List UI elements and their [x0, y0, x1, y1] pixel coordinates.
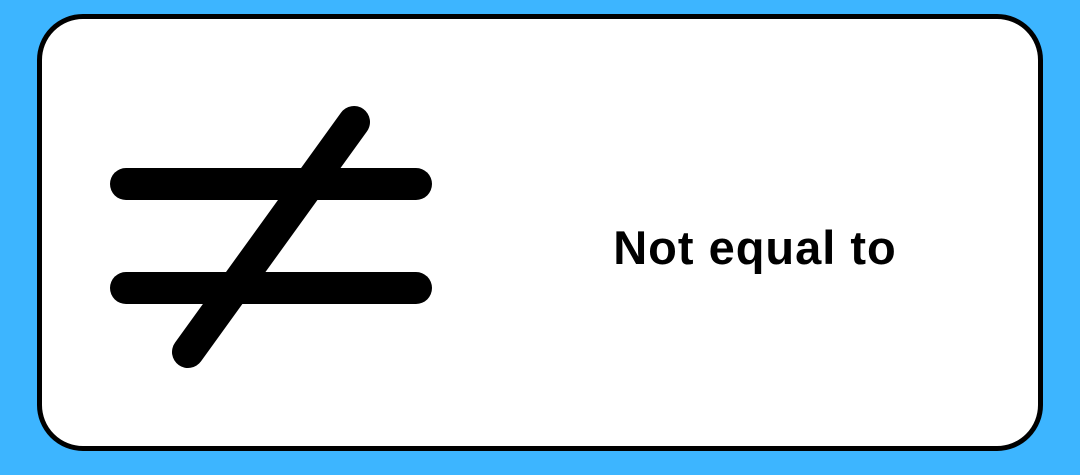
- symbol-card: [37, 14, 1043, 451]
- symbol-label: Not equal to: [613, 221, 897, 274]
- not-equal-icon: [110, 100, 436, 376]
- not-equal-slash: [172, 106, 370, 368]
